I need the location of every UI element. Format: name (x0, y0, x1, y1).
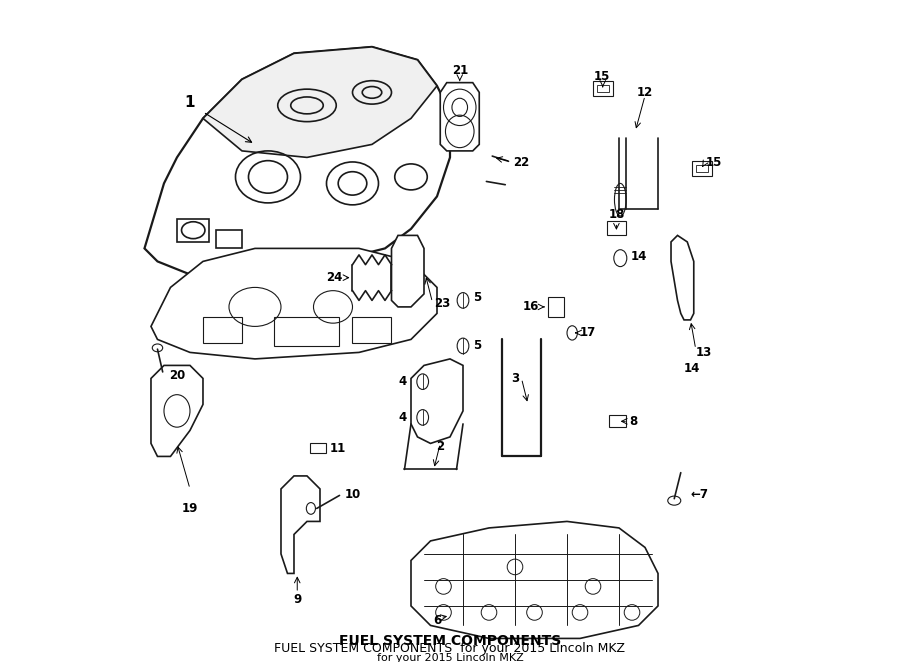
Polygon shape (440, 83, 480, 151)
Bar (216, 230, 242, 248)
Polygon shape (281, 476, 320, 573)
Text: ←7: ←7 (690, 488, 708, 500)
Text: 4: 4 (398, 375, 407, 388)
Text: 18: 18 (608, 208, 625, 221)
Polygon shape (411, 522, 658, 638)
Text: 8: 8 (629, 415, 638, 428)
Text: 5: 5 (472, 340, 481, 352)
Bar (274, 316, 339, 346)
Text: 16: 16 (523, 301, 539, 313)
Text: 2: 2 (436, 440, 445, 453)
Text: 23: 23 (434, 297, 450, 310)
Text: 15: 15 (593, 70, 609, 83)
Polygon shape (671, 236, 694, 320)
Text: 1: 1 (184, 95, 195, 110)
Bar (353, 316, 392, 343)
Polygon shape (203, 47, 437, 158)
Text: 12: 12 (637, 86, 653, 99)
Bar (597, 85, 608, 93)
Polygon shape (145, 47, 450, 275)
Text: FUEL SYSTEM COMPONENTS  for your 2015 Lincoln MKZ: FUEL SYSTEM COMPONENTS for your 2015 Lin… (274, 642, 626, 655)
Bar (310, 444, 327, 453)
Text: FUEL SYSTEM COMPONENTS: FUEL SYSTEM COMPONENTS (339, 634, 561, 648)
Text: 17: 17 (580, 326, 597, 340)
Text: 13: 13 (696, 346, 712, 359)
Text: 24: 24 (327, 271, 343, 284)
Text: 11: 11 (329, 442, 346, 455)
Bar (547, 297, 563, 316)
Bar (177, 219, 210, 242)
Text: 6: 6 (433, 614, 441, 628)
Text: 3: 3 (511, 372, 519, 385)
Polygon shape (151, 365, 203, 456)
Bar (608, 221, 625, 236)
Text: 21: 21 (452, 64, 468, 77)
Bar (203, 316, 242, 343)
Bar (609, 416, 626, 427)
Bar (697, 165, 708, 172)
Text: 15: 15 (706, 156, 722, 169)
Text: 22: 22 (513, 156, 529, 169)
Text: 9: 9 (293, 593, 302, 606)
Bar (692, 161, 712, 176)
Text: 14: 14 (684, 362, 700, 375)
Text: 5: 5 (472, 291, 481, 304)
Text: for your 2015 Lincoln MKZ: for your 2015 Lincoln MKZ (376, 653, 524, 662)
Text: 10: 10 (345, 489, 361, 501)
Polygon shape (411, 359, 463, 444)
Polygon shape (151, 248, 437, 359)
Bar (593, 81, 613, 96)
Text: 20: 20 (169, 369, 185, 382)
Polygon shape (392, 236, 424, 307)
Text: 14: 14 (631, 250, 647, 263)
Text: 19: 19 (182, 502, 198, 515)
Text: 4: 4 (398, 411, 407, 424)
